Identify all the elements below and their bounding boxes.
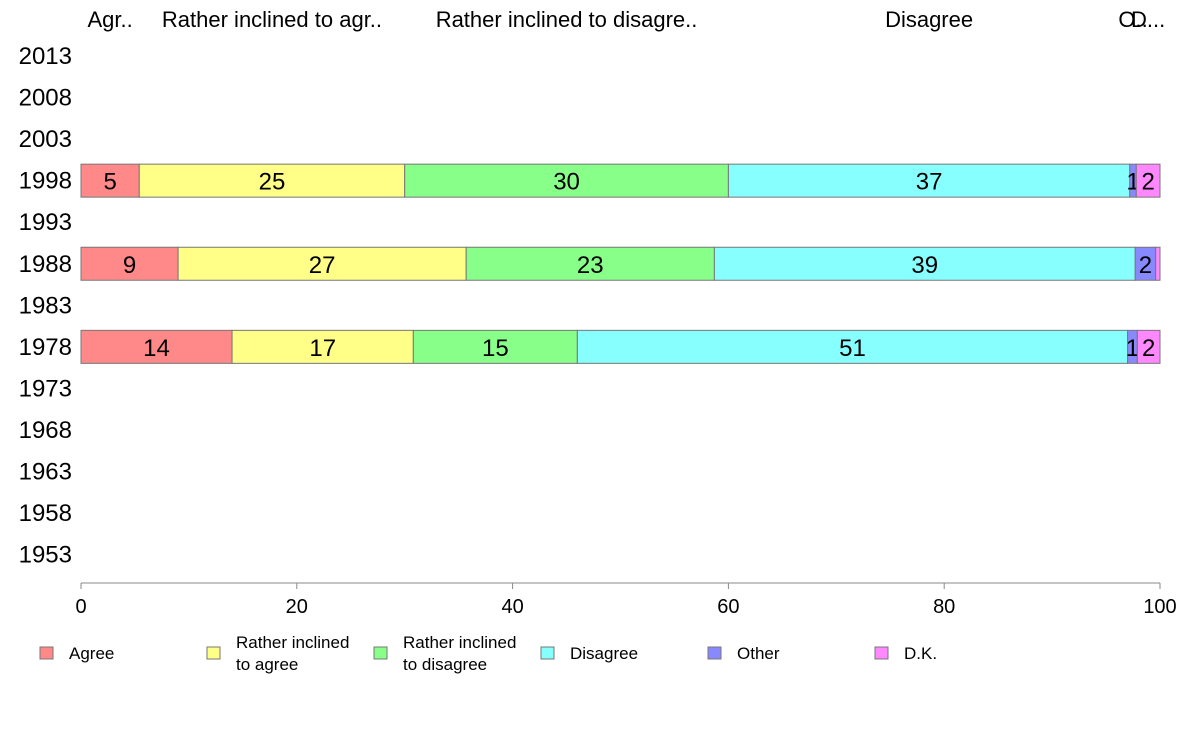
column-header-2: Rather inclined to agr.. (162, 7, 382, 32)
data-label-1998-6: 2 (1141, 169, 1154, 196)
y-label-2003: 2003 (19, 126, 72, 153)
bar-segment-1988-6 (1155, 246, 1161, 281)
data-label-1988-2: 27 (309, 252, 336, 279)
y-label-1968: 1968 (19, 417, 72, 444)
y-label-1978: 1978 (19, 334, 72, 361)
x-tick-label-20: 20 (286, 596, 308, 618)
bar-segment-1978-6 (1136, 329, 1161, 364)
y-label-2013: 2013 (19, 43, 72, 70)
x-axis: 0 20 40 60 80 100 (75, 582, 1177, 618)
legend-label: Rather inclined to agree (236, 633, 349, 674)
data-label-1988-3: 23 (577, 252, 604, 279)
y-label-1993: 1993 (19, 209, 72, 236)
bar-row-1978: 14 17 15 51 1 2 (80, 329, 1161, 364)
y-label-1988: 1988 (19, 251, 72, 278)
data-label-1978-4: 51 (839, 335, 866, 362)
bar-row-1988: 9 27 23 39 2 (80, 246, 1161, 281)
data-label-1998-4: 37 (916, 169, 943, 196)
column-header-5: O.. (1118, 7, 1147, 32)
x-tick-label-100: 100 (1143, 596, 1176, 618)
bar-segment-1978-3 (412, 329, 578, 364)
column-header-1: Agr.. (88, 7, 133, 32)
legend-label: Other (737, 644, 780, 663)
bar-segment-1998-6 (1135, 163, 1161, 198)
legend-item-1: Agree (39, 644, 114, 663)
x-tick-label-40: 40 (501, 596, 523, 618)
legend-swatch (874, 646, 889, 660)
bar-segment-1988-4 (713, 246, 1136, 281)
legend-label: Rather inclined to disagree (403, 633, 516, 674)
legend-item-4: Disagree (540, 644, 638, 663)
data-label-1978-2: 17 (309, 335, 336, 362)
y-label-1998: 1998 (19, 168, 72, 195)
data-label-1988-5: 2 (1139, 252, 1152, 279)
legend-swatch (540, 646, 555, 660)
legend-swatch (39, 646, 54, 660)
legend-swatch (707, 646, 722, 660)
legend-swatch (206, 646, 221, 660)
column-header-3: Rather inclined to disagre.. (436, 7, 698, 32)
data-label-1978-3: 15 (482, 335, 509, 362)
legend-swatch (373, 646, 388, 660)
bar-segment-1998-1 (80, 163, 140, 198)
x-tick-label-0: 0 (75, 596, 86, 618)
y-label-1973: 1973 (19, 375, 72, 402)
bar-segment-1988-2 (177, 246, 467, 281)
bar-segment-1998-2 (138, 163, 406, 198)
data-label-1988-4: 39 (911, 252, 938, 279)
data-label-1988-1: 9 (123, 252, 136, 279)
data-label-1978-5: 1 (1126, 335, 1139, 362)
data-label-1998-3: 30 (553, 169, 580, 196)
x-tick-label-80: 80 (933, 596, 955, 618)
legend: Agree Rather inclined to agree Rather incli… (39, 633, 937, 674)
legend-item-2: Rather inclined to agree (206, 633, 349, 674)
column-header-6: D... (1131, 7, 1165, 32)
data-label-1978-6: 2 (1142, 335, 1155, 362)
bar-segment-1978-4 (576, 329, 1129, 364)
y-label-1983: 1983 (19, 292, 72, 319)
bar-row-1998: 5 25 30 37 1 2 (80, 163, 1161, 198)
data-label-1998-1: 5 (103, 169, 116, 196)
bar-segment-1978-2 (231, 329, 414, 364)
x-tick-label-60: 60 (717, 596, 739, 618)
bar-segment-1998-4 (727, 163, 1131, 198)
legend-label: D.K. (904, 644, 937, 663)
y-label-1958: 1958 (19, 500, 72, 527)
bar-segment-1998-3 (404, 163, 729, 198)
legend-item-5: Other (707, 644, 780, 663)
column-header-4: Disagree (885, 7, 973, 32)
data-label-1978-1: 14 (143, 335, 170, 362)
legend-label: Disagree (570, 644, 638, 663)
y-label-1953: 1953 (19, 542, 72, 569)
bars: 5 25 30 37 1 29 27 23 39 214 17 15 51 1 2 (80, 163, 1161, 364)
data-label-1998-2: 25 (259, 169, 286, 196)
y-axis-labels: 2013 2008 2003 1998 1993 1988 1983 1978 1973 1968… (19, 43, 72, 569)
y-label-2008: 2008 (19, 85, 72, 112)
legend-item-6: D.K. (874, 644, 937, 663)
column-headers: Agr.. Rather inclined to agr.. Rather incl… (88, 7, 1166, 32)
legend-label: Agree (69, 644, 114, 663)
y-label-1963: 1963 (19, 459, 72, 486)
legend-item-3: Rather inclined to disagree (373, 633, 516, 674)
